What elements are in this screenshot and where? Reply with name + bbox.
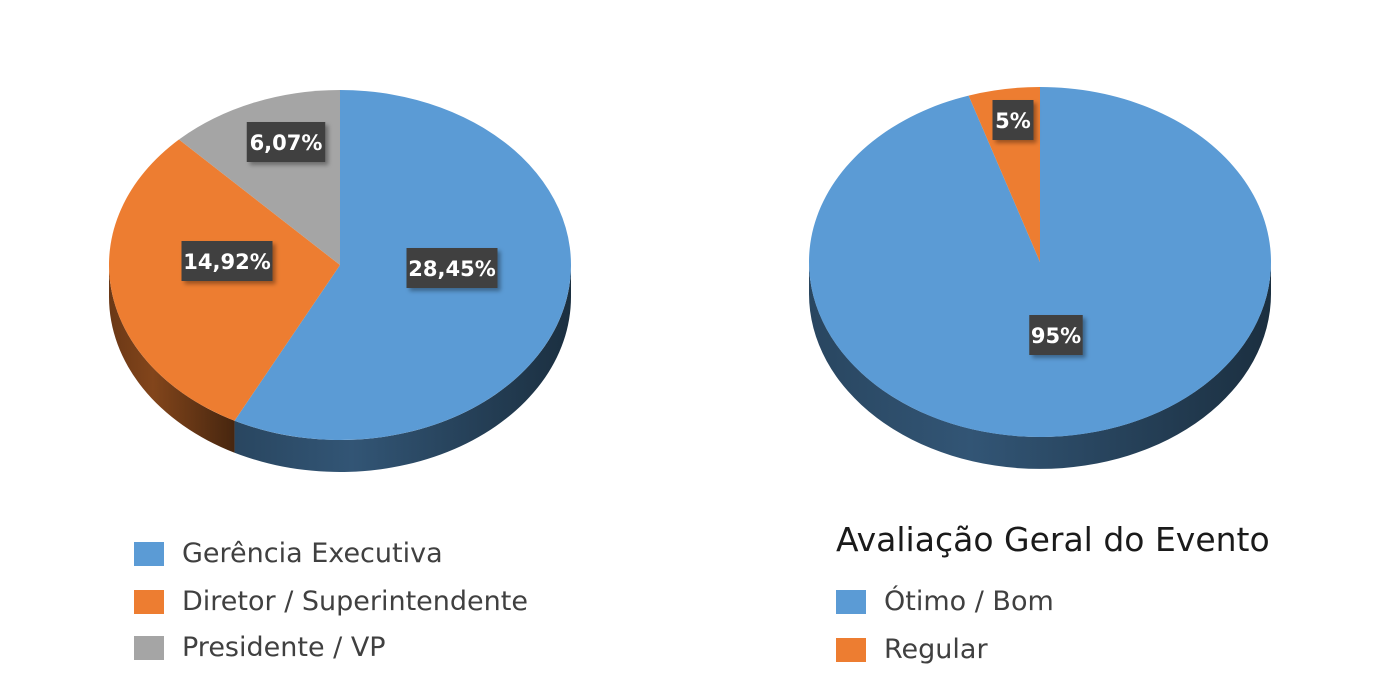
legend-swatch [134,589,164,614]
data-label: 95% [1029,315,1083,355]
data-label-box [181,241,273,281]
legend-label: Diretor / Superintendente [182,586,528,617]
legend-swatch [836,637,866,662]
pie-chart-1: 28,45% 14,92% 6,07% [108,90,572,472]
legend-item-otimo-bom: Ótimo / Bom [836,586,1054,617]
pie-wall-1 [109,265,235,453]
legend-label: Presidente / VP [182,632,386,663]
data-label-box [406,248,498,288]
legend-item-regular: Regular [836,634,988,665]
legend-swatch [134,635,164,660]
pie-wall-0 [234,265,571,472]
legend-label: Ótimo / Bom [884,586,1054,617]
data-label-text: 14,92% [183,250,270,274]
legend-swatch [134,541,164,566]
legend-item-diretor: Diretor / Superintendente [134,586,528,617]
chart-title-evaluation: Avaliação Geral do Evento [836,520,1270,559]
data-label-text: 5% [995,109,1031,133]
data-label: 14,92% [181,241,273,281]
data-label-box [1029,315,1083,355]
data-label: 28,45% [406,248,498,288]
data-label: 6,07% [246,122,326,162]
legend-label: Gerência Executiva [182,538,443,569]
data-label-box [246,122,326,162]
data-label-text: 6,07% [250,131,323,155]
data-label-text: 95% [1031,324,1081,348]
data-label-box [992,100,1034,140]
pie-wall-0 [809,262,1271,469]
legend-item-gerencia: Gerência Executiva [134,538,443,569]
legend-item-presidente: Presidente / VP [134,632,386,663]
data-label-text: 28,45% [408,257,495,281]
legend-label: Regular [884,634,988,665]
data-label: 5% [992,100,1034,140]
pie-slice-ger-ncia-executiva [234,90,572,440]
legend-swatch [836,589,866,614]
pie-chart-2: 95% 5% [809,87,1271,469]
